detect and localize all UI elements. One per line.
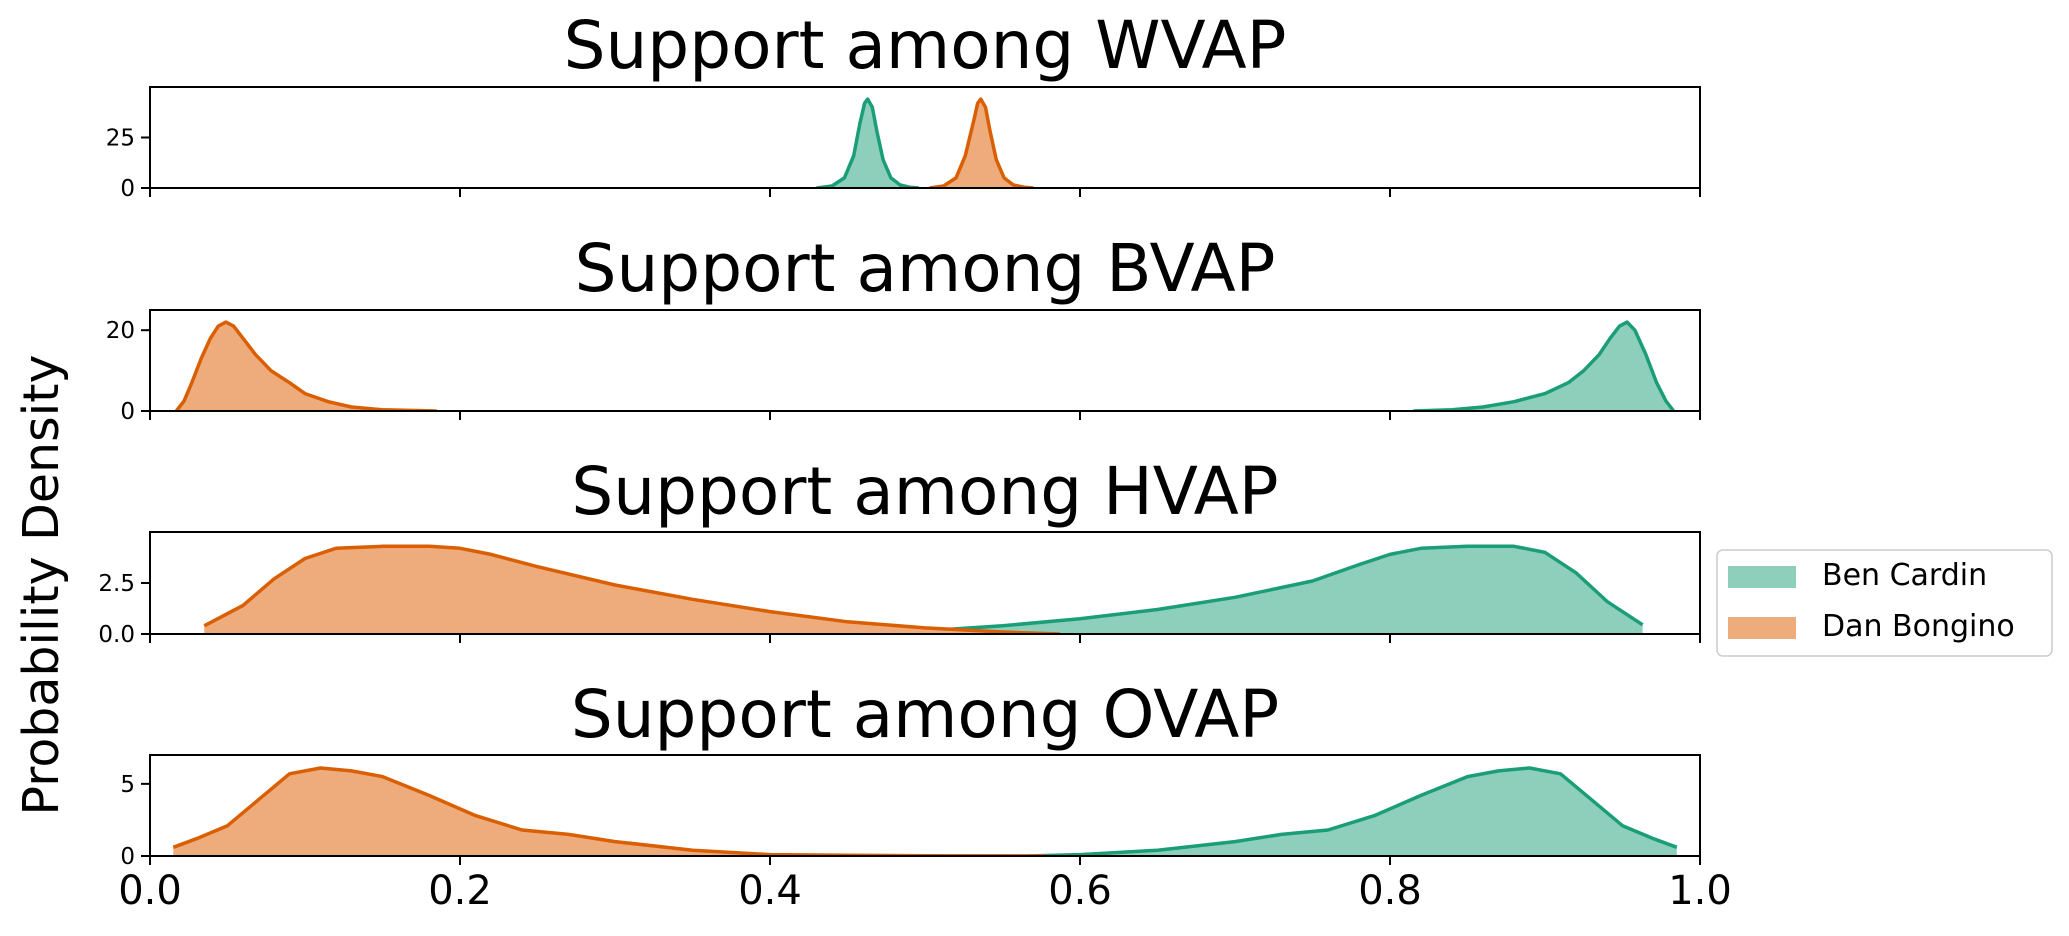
y-tick-label: 0 <box>120 399 135 425</box>
density-line-ben-cardin <box>790 544 1644 634</box>
panel-title: Support among BVAP <box>575 230 1276 307</box>
y-tick-label: 5 <box>120 772 135 798</box>
density-line-dan-bongino <box>929 97 1034 188</box>
panel-frame <box>149 86 1701 189</box>
y-tick-label: 0 <box>120 176 135 202</box>
y-tick-label: 2.5 <box>98 571 135 597</box>
density-area-dan-bongino <box>176 322 437 411</box>
panel-4: Support among OVAP 0 5 0.0 0.2 0.4 0.6 0.8 1.0 <box>118 676 1732 914</box>
density-line-ben-cardin <box>1413 320 1675 411</box>
density-area-ben-cardin <box>1413 322 1674 411</box>
x-tick-label: 0.2 <box>428 868 492 914</box>
density-line-ben-cardin <box>1025 766 1678 856</box>
panel-title: Support among HVAP <box>571 453 1278 530</box>
plot-area <box>816 97 1034 188</box>
density-area-ben-cardin <box>790 546 1643 634</box>
panel-frame <box>149 309 1701 412</box>
legend-label-ben-cardin: Ben Cardin <box>1822 558 1987 593</box>
x-tick-label: 1.0 <box>1668 868 1732 914</box>
density-area-dan-bongino <box>204 546 1060 634</box>
x-tick-label: 0.8 <box>1358 868 1422 914</box>
density-area-ben-cardin <box>816 99 919 188</box>
density-line-dan-bongino <box>203 544 1060 634</box>
panel-1: Support among WVAP 0 25 <box>106 7 1701 202</box>
y-tick-label: 0 <box>120 844 135 870</box>
y-axis-label: Probability Density <box>13 355 70 816</box>
y-tick-label: 20 <box>106 318 135 344</box>
x-tick-label: 0.0 <box>118 868 182 914</box>
plot-area <box>203 544 1644 634</box>
density-area-dan-bongino <box>929 99 1034 188</box>
panel-3: Support among HVAP 0.0 2.5 <box>98 453 1701 648</box>
legend-frame <box>1716 549 2053 657</box>
density-line-dan-bongino <box>174 320 437 411</box>
panel-2: Support among BVAP 0 20 <box>106 230 1701 425</box>
plot-area <box>172 766 1678 856</box>
density-line-ben-cardin <box>816 97 919 188</box>
legend-swatch-dan-bongino <box>1728 617 1796 639</box>
y-tick-label: 25 <box>106 126 135 152</box>
x-tick-label: 0.4 <box>738 868 802 914</box>
panel-frame <box>149 754 1701 857</box>
panel-title: Support among WVAP <box>564 7 1287 84</box>
legend-label-dan-bongino: Dan Bongino <box>1822 609 2015 644</box>
y-tick-label: 0.0 <box>98 622 135 648</box>
panels: Support among WVAP 0 25 Support among BVAP 0… <box>98 7 1731 914</box>
density-area-dan-bongino <box>173 768 1046 856</box>
panel-title: Support among OVAP <box>571 676 1279 753</box>
density-area-ben-cardin <box>1025 768 1677 856</box>
plot-area <box>174 320 1675 411</box>
x-tick-label: 0.6 <box>1048 868 1112 914</box>
density-line-dan-bongino <box>172 766 1046 856</box>
legend-swatch-ben-cardin <box>1728 566 1796 588</box>
legend: Ben Cardin Dan Bongino <box>1716 549 2053 657</box>
